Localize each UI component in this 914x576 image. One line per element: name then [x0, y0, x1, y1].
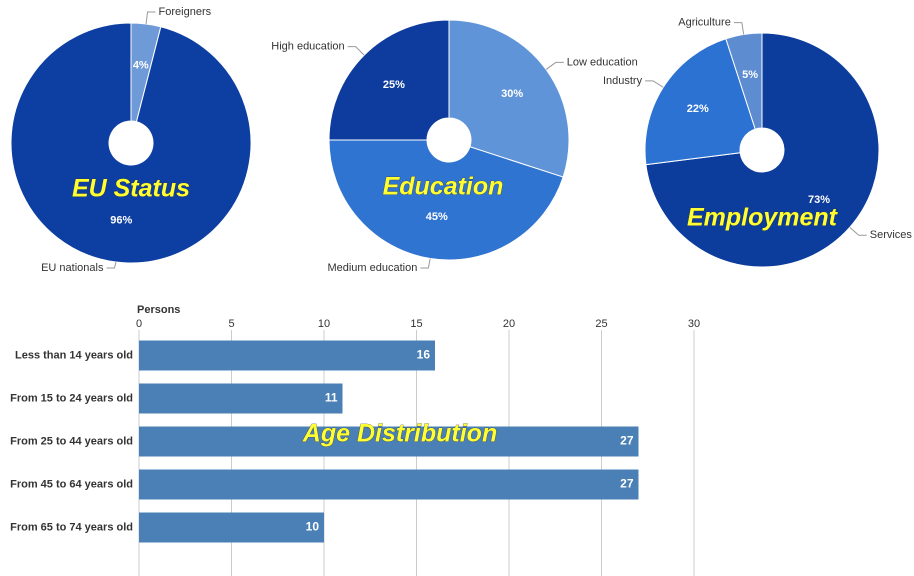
pie-slice — [448, 19, 570, 178]
chart-title: Age Distribution — [302, 420, 497, 448]
bar — [139, 469, 639, 500]
bar — [139, 512, 324, 543]
bar-value-label: 27 — [620, 477, 634, 491]
x-tick-label: 15 — [410, 318, 422, 330]
leader-line — [347, 46, 365, 56]
slice-category-label: EU nationals — [41, 262, 104, 274]
leader-line — [545, 61, 564, 70]
chart-title: EU Status — [72, 175, 190, 203]
y-tick-label: From 65 to 74 years old — [10, 521, 133, 533]
y-tick-label: From 15 to 24 years old — [10, 392, 133, 404]
pie-slice — [644, 38, 756, 166]
pie-slice — [328, 139, 564, 261]
slice-category-label: Industry — [603, 75, 643, 87]
slice-value-label: 25% — [383, 79, 405, 91]
x-tick-label: 30 — [688, 318, 700, 330]
x-tick-label: 0 — [136, 318, 142, 330]
pie-slice — [10, 22, 252, 264]
bar-value-label: 16 — [417, 348, 431, 362]
leader-line — [420, 258, 431, 269]
slice-value-label: 73% — [808, 194, 830, 206]
leader-line — [106, 261, 117, 269]
slice-category-label: High education — [271, 41, 344, 53]
slice-category-label: Low education — [567, 56, 638, 68]
y-tick-label: From 45 to 64 years old — [10, 478, 133, 490]
slice-value-label: 45% — [426, 211, 448, 223]
leader-line — [849, 226, 867, 236]
axis-title: Persons — [137, 304, 180, 316]
bar-value-label: 11 — [325, 391, 338, 405]
chart-title: Employment — [687, 204, 839, 232]
bar — [139, 340, 435, 371]
chart-title: Education — [383, 173, 504, 201]
slice-category-label: Foreigners — [159, 6, 212, 18]
y-tick-label: From 25 to 44 years old — [10, 435, 133, 447]
slice-value-label: 30% — [501, 88, 523, 100]
slice-value-label: 96% — [110, 214, 132, 226]
leader-line — [645, 80, 664, 88]
slice-value-label: 22% — [687, 103, 709, 115]
pie-slice — [725, 32, 763, 130]
slice-value-label: 5% — [742, 69, 758, 81]
bar-value-label: 10 — [306, 520, 320, 534]
leader-line — [145, 11, 156, 25]
slice-category-label: Services — [870, 229, 913, 241]
bar-value-label: 27 — [620, 434, 634, 448]
x-tick-label: 10 — [318, 318, 330, 330]
x-tick-label: 5 — [228, 318, 234, 330]
pie-slice — [645, 32, 880, 268]
bar — [139, 383, 343, 414]
leader-line — [733, 22, 745, 35]
bar — [139, 426, 639, 457]
y-tick-label: Less than 14 years old — [15, 349, 133, 361]
slice-category-label: Agriculture — [678, 16, 731, 28]
x-tick-label: 25 — [595, 318, 607, 330]
x-tick-label: 20 — [503, 318, 515, 330]
slice-value-label: 4% — [133, 60, 149, 72]
pie-slice — [328, 19, 450, 141]
slice-category-label: Medium education — [327, 262, 417, 274]
